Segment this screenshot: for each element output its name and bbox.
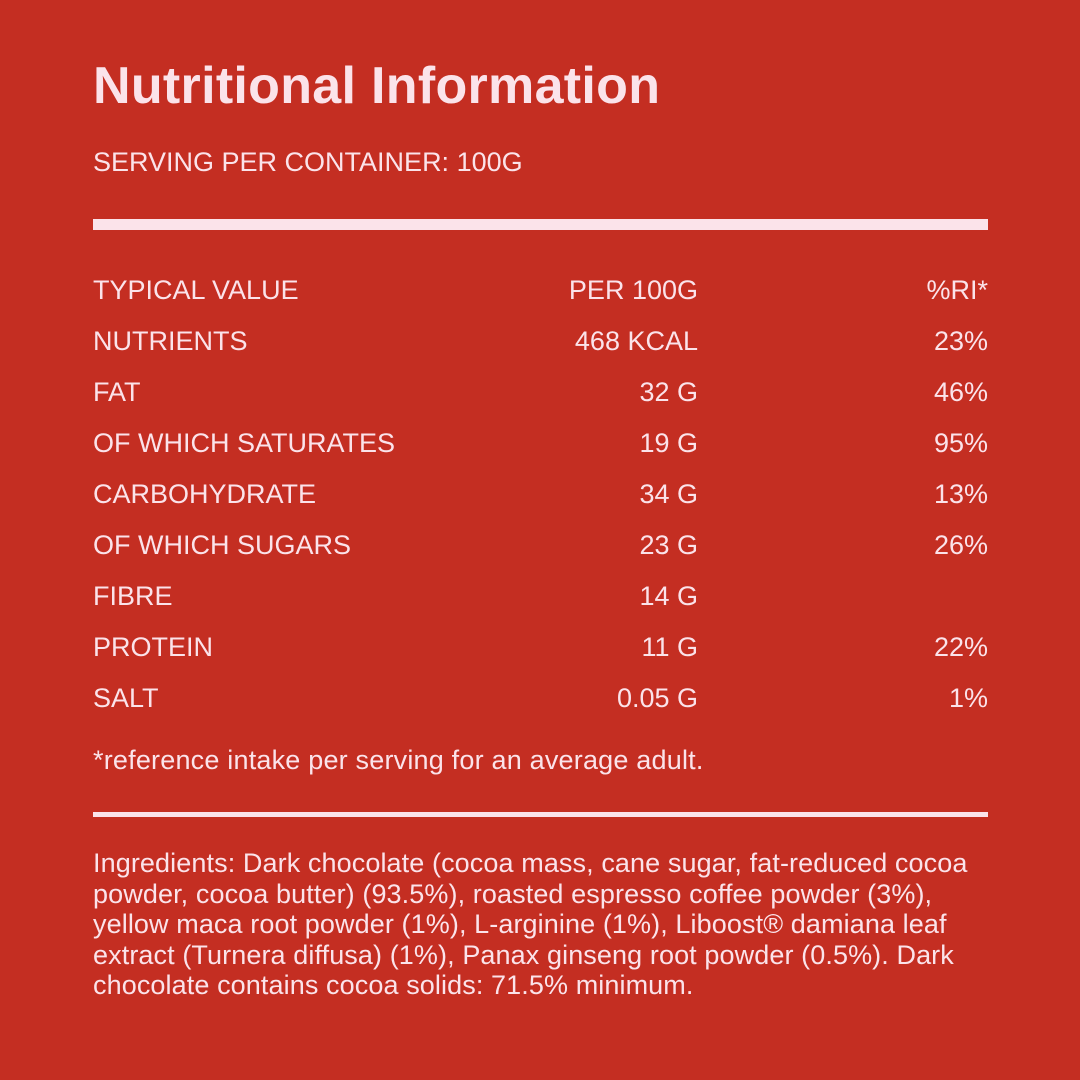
serving-size: SERVING PER CONTAINER: 100G — [93, 147, 523, 177]
table-row: OF WHICH SATURATES 19 G 95% — [93, 423, 988, 474]
table-row: PROTEIN 11 G 22% — [93, 627, 988, 678]
header-per-100g: PER 100G — [568, 275, 698, 305]
table-row: NUTRIENTS 468 KCAL 23% — [93, 321, 988, 372]
row-label: SALT — [93, 683, 159, 713]
row-label: FIBRE — [93, 581, 173, 611]
row-ri: 1% — [948, 683, 988, 713]
table-row: OF WHICH SUGARS 23 G 26% — [93, 525, 988, 576]
row-amount: 23 G — [639, 530, 698, 560]
row-ri: 22% — [933, 632, 988, 662]
top-divider — [93, 219, 988, 230]
row-ri: 13% — [933, 479, 988, 509]
row-amount: 32 G — [639, 377, 698, 407]
nutrition-table: TYPICAL VALUE PER 100G %RI* NUTRIENTS 46… — [93, 270, 988, 729]
row-label: FAT — [93, 377, 141, 407]
row-label: OF WHICH SATURATES — [93, 428, 395, 458]
row-label: PROTEIN — [93, 632, 214, 662]
table-row: SALT 0.05 G 1% — [93, 678, 988, 729]
table-row: CARBOHYDRATE 34 G 13% — [93, 474, 988, 525]
table-header-row: TYPICAL VALUE PER 100G %RI* — [93, 270, 988, 321]
header-typical-value: TYPICAL VALUE — [93, 275, 299, 305]
reference-intake-footnote: *reference intake per serving for an ave… — [93, 745, 704, 775]
header-ri: %RI* — [926, 275, 988, 305]
row-ri: 26% — [933, 530, 988, 560]
table-row: FAT 32 G 46% — [93, 372, 988, 423]
row-label: CARBOHYDRATE — [93, 479, 317, 509]
row-ri: 46% — [933, 377, 988, 407]
bottom-divider — [93, 812, 988, 817]
row-amount: 11 G — [641, 632, 698, 662]
page-title: Nutritional Information — [93, 57, 661, 115]
row-ri: 95% — [933, 428, 988, 458]
table-row: FIBRE 14 G — [93, 576, 988, 627]
ingredients-text: Ingredients: Dark chocolate (cocoa mass,… — [93, 848, 968, 1000]
row-label: NUTRIENTS — [93, 326, 248, 356]
row-amount: 14 G — [639, 581, 698, 611]
row-label: OF WHICH SUGARS — [93, 530, 352, 560]
row-ri: 23% — [933, 326, 988, 356]
row-amount: 0.05 G — [616, 683, 698, 713]
row-amount: 19 G — [639, 428, 698, 458]
row-amount: 468 KCAL — [574, 326, 698, 356]
row-amount: 34 G — [639, 479, 698, 509]
